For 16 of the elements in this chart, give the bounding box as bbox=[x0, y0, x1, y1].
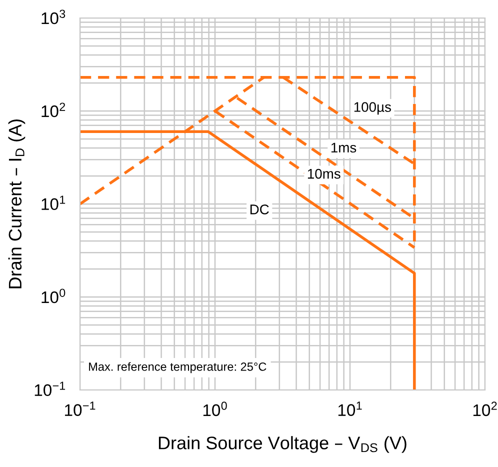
y-axis-title: Drain Current – I$_{D}$ (A) bbox=[8, 119, 26, 288]
x-tick-label: 10$^{0}$ bbox=[203, 402, 227, 416]
y-tick-label: 10$^{0}$ bbox=[42, 288, 66, 304]
y-tick-label: 10$^{1}$ bbox=[42, 196, 66, 210]
series-label: DC bbox=[250, 204, 269, 214]
annotation: Max. reference temperature: 25°C bbox=[89, 362, 266, 374]
y-tick-label: 10$^{3}$ bbox=[42, 10, 66, 24]
x-axis-title: Drain Source Voltage – V$_{DS}$ (V) bbox=[158, 436, 406, 453]
x-tick-label: 10$^{−1}$ bbox=[65, 402, 96, 416]
y-tick-label: 10$^{−1}$ bbox=[34, 382, 66, 396]
x-tick-label: 10$^{2}$ bbox=[473, 402, 497, 416]
series-label: 1ms bbox=[331, 142, 356, 153]
series-label: 10ms bbox=[308, 168, 340, 179]
y-tick-label: 10$^{2}$ bbox=[42, 102, 66, 118]
series-label: 100µs bbox=[354, 102, 391, 115]
x-tick-label: 10$^{1}$ bbox=[338, 402, 362, 416]
